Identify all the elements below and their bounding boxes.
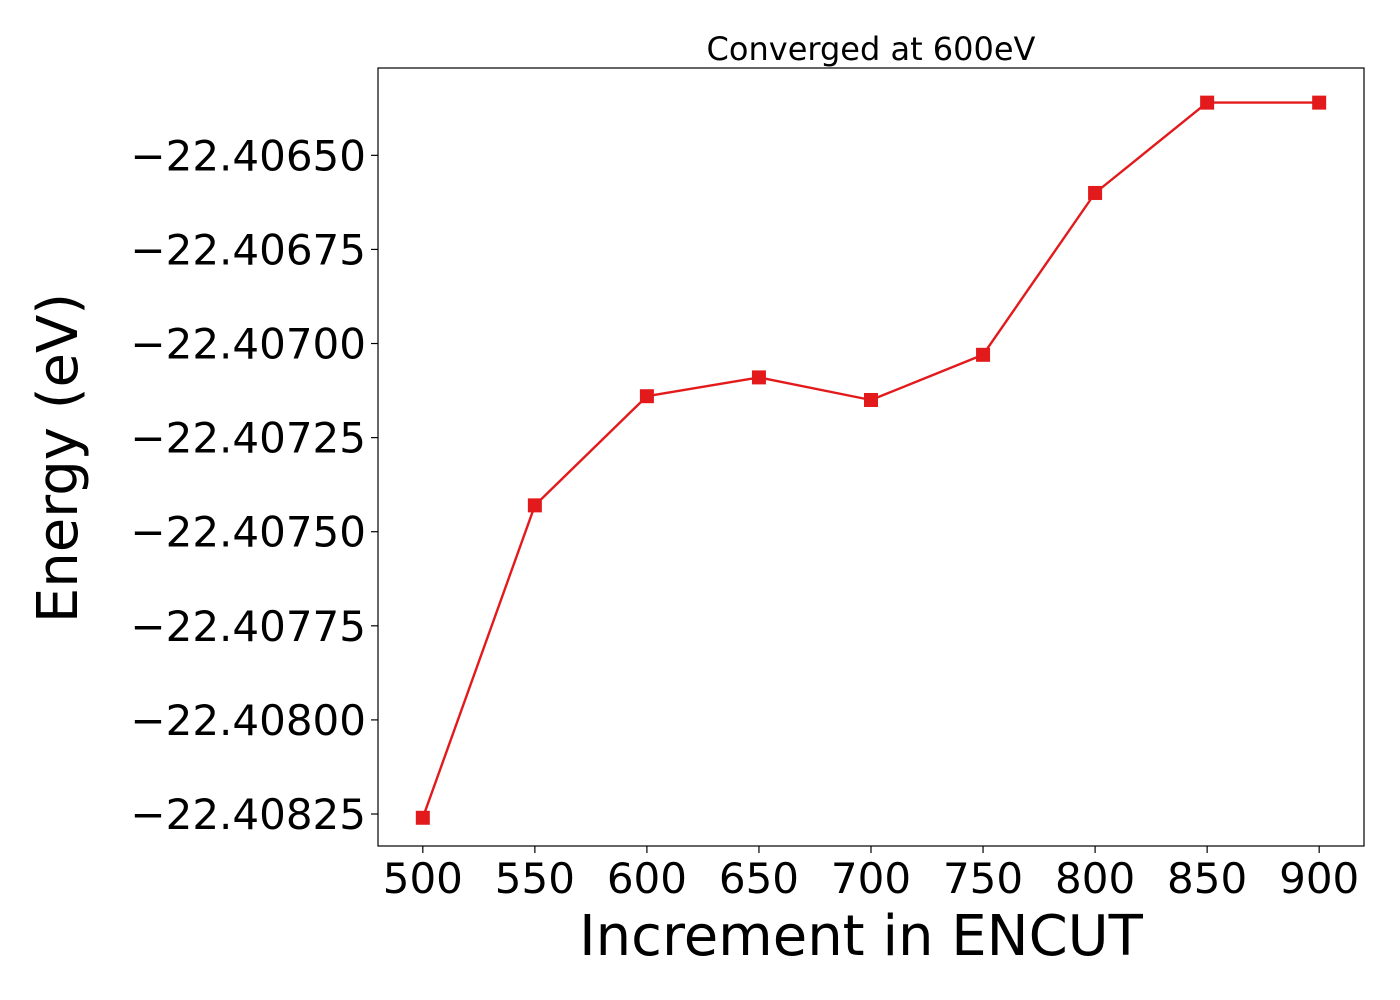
x-tick-label: 650 — [719, 854, 799, 903]
y-tick-label: −22.40675 — [130, 225, 366, 274]
data-point — [1088, 185, 1103, 200]
y-tick-label: −22.40775 — [130, 602, 366, 651]
x-axis: 500 550 600 650 700 750 800 850 900 — [383, 846, 1359, 903]
y-tick-label: −22.40825 — [130, 790, 366, 839]
data-point — [639, 389, 654, 404]
x-tick-label: 700 — [831, 854, 911, 903]
x-axis-label: Increment in ENCUT — [579, 904, 1144, 969]
y-tick-label: −22.40700 — [130, 320, 366, 369]
series-layer — [415, 95, 1327, 825]
y-axis-label: Energy (eV) — [26, 293, 91, 623]
y-tick-label: −22.40800 — [130, 696, 366, 745]
x-tick-label: 500 — [383, 854, 463, 903]
y-tick-label: −22.40725 — [130, 414, 366, 463]
x-tick-label: 750 — [943, 854, 1023, 903]
data-point — [527, 498, 542, 513]
y-tick-label: −22.40750 — [130, 508, 366, 557]
y-tick-label: −22.40650 — [130, 131, 366, 180]
data-point — [864, 392, 878, 407]
data-point — [976, 347, 991, 362]
data-point — [1312, 95, 1327, 110]
chart-title: Converged at 600eV — [707, 30, 1036, 68]
data-point — [751, 370, 766, 385]
x-tick-label: 600 — [607, 854, 687, 903]
data-point — [415, 810, 430, 825]
y-axis: −22.40825 −22.40800 −22.40775 −22.40750 −22.… — [130, 131, 378, 839]
x-tick-label: 800 — [1055, 854, 1135, 903]
x-tick-label: 900 — [1279, 854, 1359, 903]
x-tick-label: 550 — [495, 854, 575, 903]
data-point — [1200, 95, 1215, 110]
x-tick-label: 850 — [1167, 854, 1247, 903]
